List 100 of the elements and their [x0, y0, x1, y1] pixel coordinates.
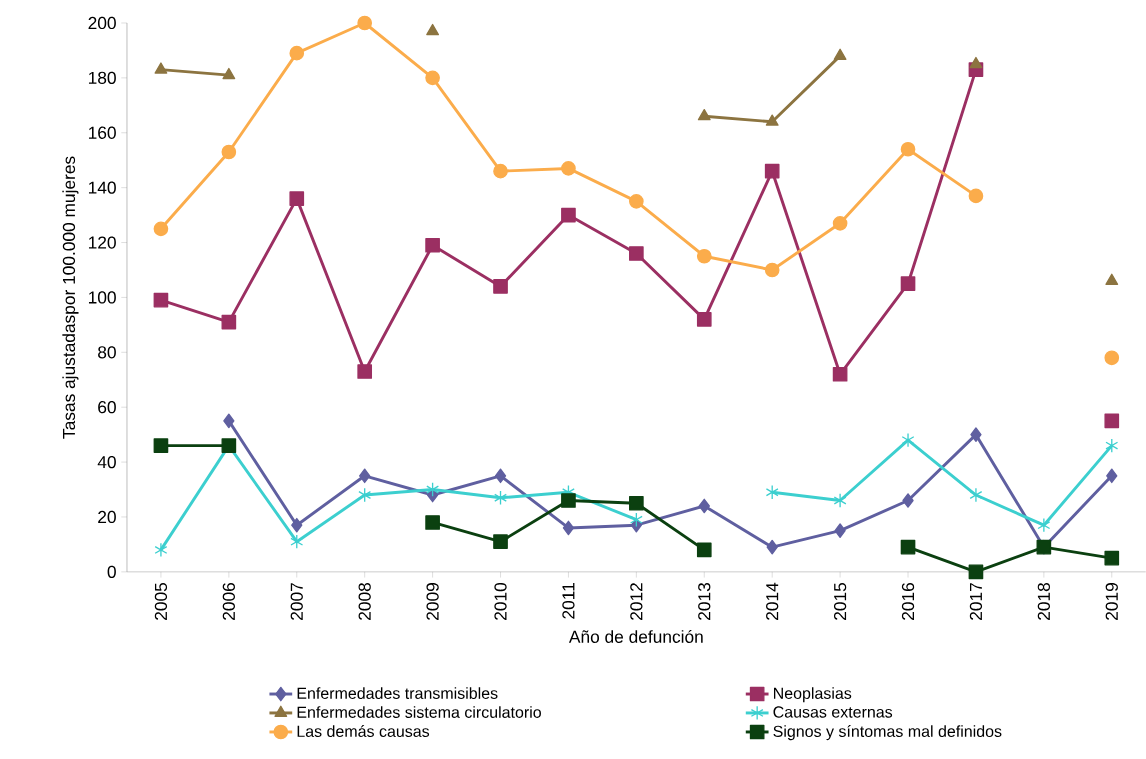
y-tick-label: 80	[98, 346, 116, 359]
point	[629, 496, 644, 511]
point	[1104, 550, 1120, 566]
y-tick-label: 140	[88, 181, 116, 194]
legend-label: Enfermedades transmisibles	[297, 687, 498, 700]
y-tick-label: 40	[97, 456, 116, 469]
point	[493, 163, 508, 179]
point	[766, 539, 778, 555]
y-tick-label: 100	[88, 291, 116, 304]
point	[765, 114, 779, 126]
point	[425, 70, 440, 86]
point	[1105, 438, 1119, 454]
point	[494, 468, 507, 484]
legend-label: Neoplasias	[773, 687, 852, 703]
point	[832, 216, 848, 231]
point	[833, 48, 847, 61]
y-tick-label: 20	[98, 510, 116, 524]
point	[562, 520, 575, 536]
x-tick-label: 2010	[494, 583, 507, 621]
point	[629, 194, 644, 209]
point	[221, 144, 237, 160]
point	[968, 564, 984, 580]
x-axis-title: Año de defunción	[568, 630, 703, 643]
point	[291, 517, 303, 533]
point	[1104, 413, 1120, 429]
x-tick-label: 2012	[630, 583, 643, 621]
x-tick-label: 2008	[358, 583, 371, 621]
y-axis-title: Tasas ajustadaspor 100.000 mujeres	[62, 156, 79, 439]
point	[561, 207, 576, 223]
point	[289, 191, 305, 207]
point	[629, 246, 644, 261]
point	[900, 141, 916, 157]
y-tick-label: 60	[98, 401, 116, 414]
x-tick-label: 2019	[1105, 583, 1118, 621]
point	[833, 493, 847, 508]
point	[764, 262, 780, 278]
x-tick-label: 2007	[290, 583, 303, 621]
point	[221, 314, 237, 330]
point	[359, 468, 371, 484]
point	[969, 487, 983, 503]
x-tick-label: 2014	[766, 582, 779, 621]
point	[629, 512, 643, 528]
x-tick-label: 2005	[154, 583, 168, 621]
point	[223, 413, 235, 429]
point	[561, 493, 576, 508]
point	[969, 56, 983, 69]
point	[968, 188, 984, 204]
x-tick-label: 2017	[969, 583, 983, 621]
point	[561, 161, 576, 176]
point	[289, 45, 305, 61]
x-tick-label: 2011	[562, 583, 575, 619]
point	[357, 364, 373, 379]
point	[834, 523, 846, 539]
point	[154, 542, 168, 558]
point	[1037, 517, 1051, 533]
point	[154, 62, 168, 74]
x-tick-label: 2006	[222, 583, 235, 621]
point	[832, 367, 848, 382]
point	[290, 534, 304, 550]
y-tick-label: 0	[107, 565, 116, 579]
point	[358, 487, 372, 503]
point	[970, 427, 982, 443]
point	[1105, 273, 1119, 286]
y-tick-label: 160	[88, 126, 116, 139]
legend-label: Enfermedades sistema circulatorio	[297, 706, 541, 718]
point	[153, 221, 169, 237]
point	[426, 23, 440, 36]
x-tick-label: 2018	[1037, 583, 1050, 621]
point	[1106, 468, 1118, 484]
point	[222, 67, 236, 80]
x-tick-label: 2016	[901, 583, 915, 621]
x-tick-label: 2009	[426, 583, 439, 621]
point	[900, 276, 916, 292]
legend-label: Las demás causas	[297, 725, 430, 738]
y-tick-label: 120	[88, 236, 116, 249]
point	[494, 490, 507, 506]
point	[697, 109, 711, 121]
point	[425, 238, 440, 253]
y-tick-label: 200	[88, 16, 116, 30]
legend-label: Signos y síntomas mal definidos	[773, 725, 1002, 741]
point	[153, 292, 169, 308]
point	[426, 482, 440, 497]
point	[696, 312, 712, 327]
legend-label: Causas externas	[773, 706, 893, 718]
point	[764, 163, 780, 179]
point	[153, 438, 169, 454]
point	[696, 542, 712, 558]
point	[765, 485, 779, 500]
point	[696, 249, 712, 264]
x-tick-label: 2013	[698, 583, 711, 621]
point	[901, 432, 915, 448]
point	[902, 493, 914, 508]
x-tick-label: 2015	[833, 583, 847, 621]
point	[698, 498, 710, 514]
point	[493, 534, 508, 550]
point	[493, 279, 508, 294]
point	[357, 15, 373, 31]
point	[425, 515, 440, 530]
y-tick-label: 180	[88, 71, 116, 85]
point	[1104, 350, 1120, 366]
